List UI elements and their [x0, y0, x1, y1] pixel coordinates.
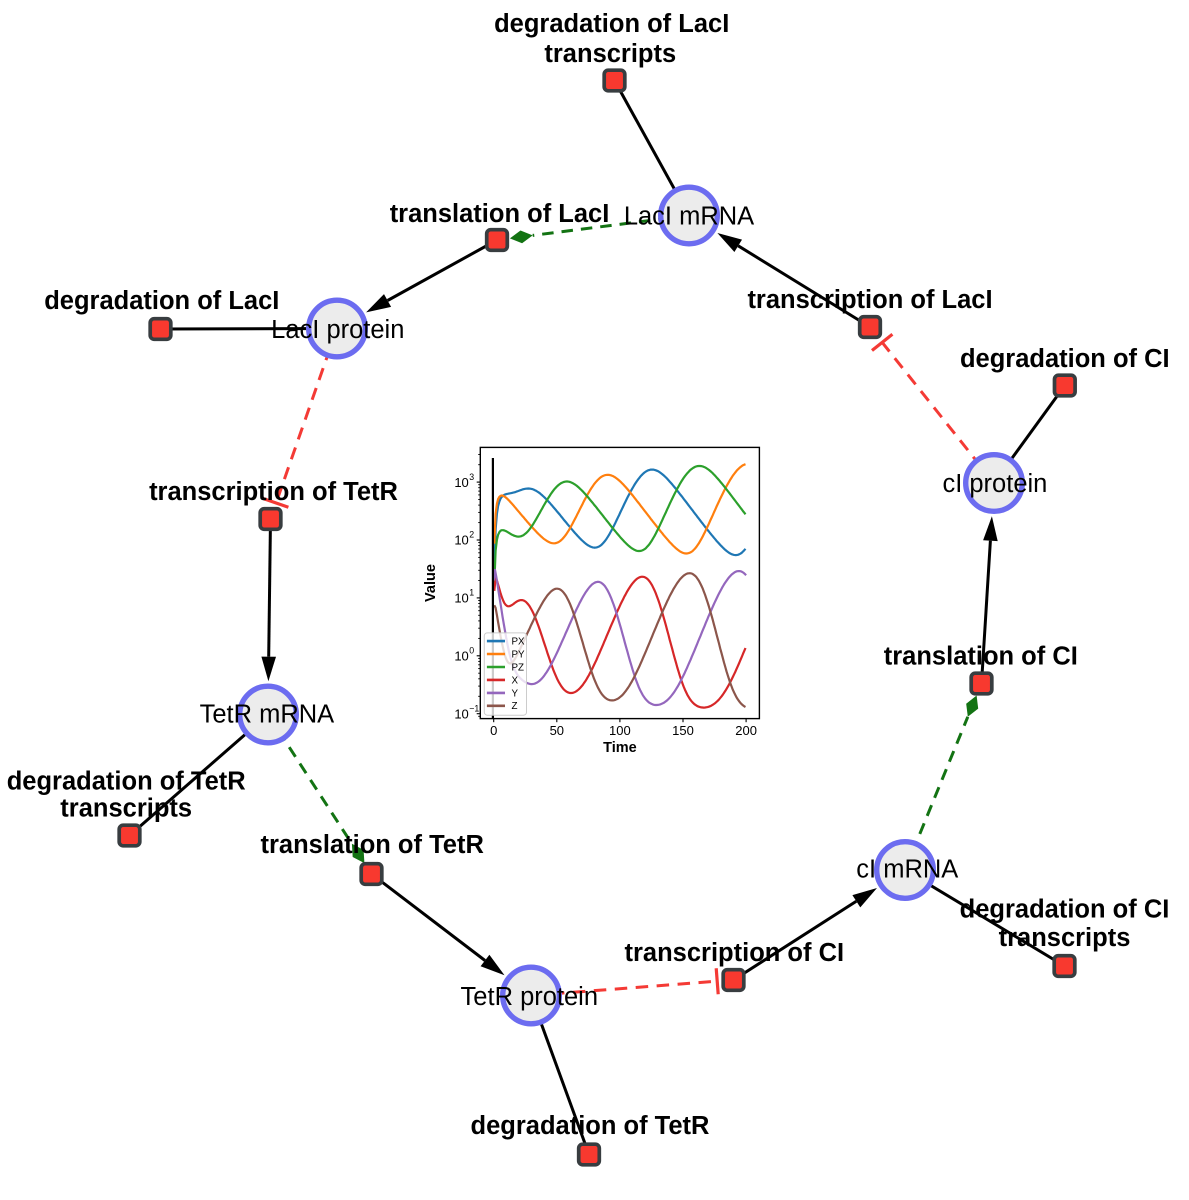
svg-text:transcription of LacI: transcription of LacI	[747, 286, 992, 314]
svg-text:translation of CI: translation of CI	[884, 643, 1078, 671]
svg-text:−1: −1	[469, 703, 479, 713]
svg-text:transcripts: transcripts	[544, 40, 676, 68]
svg-text:PX: PX	[512, 637, 526, 648]
svg-text:0: 0	[490, 723, 497, 738]
svg-text:10: 10	[454, 533, 468, 548]
svg-text:50: 50	[550, 723, 564, 738]
svg-text:degradation of TetR: degradation of TetR	[471, 1112, 710, 1140]
svg-text:transcripts: transcripts	[60, 795, 192, 823]
svg-text:transcription of CI: transcription of CI	[625, 939, 845, 967]
svg-text:degradation of LacI: degradation of LacI	[494, 10, 729, 38]
svg-text:X: X	[512, 675, 519, 686]
svg-text:0: 0	[469, 646, 474, 656]
svg-text:Time: Time	[603, 740, 637, 756]
svg-text:10: 10	[454, 591, 468, 606]
svg-text:translation of TetR: translation of TetR	[261, 831, 484, 859]
svg-text:transcription of TetR: transcription of TetR	[149, 478, 398, 506]
svg-text:10: 10	[454, 475, 468, 490]
svg-text:transcripts: transcripts	[999, 924, 1131, 952]
svg-text:translation of LacI: translation of LacI	[390, 200, 610, 228]
svg-text:Value: Value	[423, 564, 439, 602]
svg-text:10: 10	[454, 706, 468, 721]
svg-text:LacI mRNA: LacI mRNA	[624, 202, 754, 230]
svg-text:degradation of CI: degradation of CI	[960, 345, 1170, 373]
svg-text:Z: Z	[512, 701, 518, 712]
svg-text:PY: PY	[512, 649, 526, 660]
svg-text:150: 150	[672, 723, 694, 738]
svg-text:degradation of CI: degradation of CI	[960, 896, 1170, 924]
svg-text:1: 1	[469, 588, 474, 598]
svg-text:2: 2	[469, 530, 474, 540]
svg-text:3: 3	[469, 472, 474, 482]
svg-text:degradation of LacI: degradation of LacI	[44, 287, 279, 315]
svg-text:Y: Y	[512, 688, 519, 699]
svg-text:TetR mRNA: TetR mRNA	[200, 701, 335, 729]
svg-text:cI mRNA: cI mRNA	[856, 856, 958, 884]
svg-text:10: 10	[454, 649, 468, 664]
svg-text:PZ: PZ	[512, 662, 525, 673]
svg-text:100: 100	[609, 723, 631, 738]
svg-text:TetR protein: TetR protein	[461, 983, 599, 1011]
svg-text:degradation of TetR: degradation of TetR	[7, 768, 246, 796]
svg-text:cI protein: cI protein	[942, 470, 1047, 498]
svg-text:200: 200	[735, 723, 757, 738]
svg-text:LacI protein: LacI protein	[271, 316, 404, 344]
